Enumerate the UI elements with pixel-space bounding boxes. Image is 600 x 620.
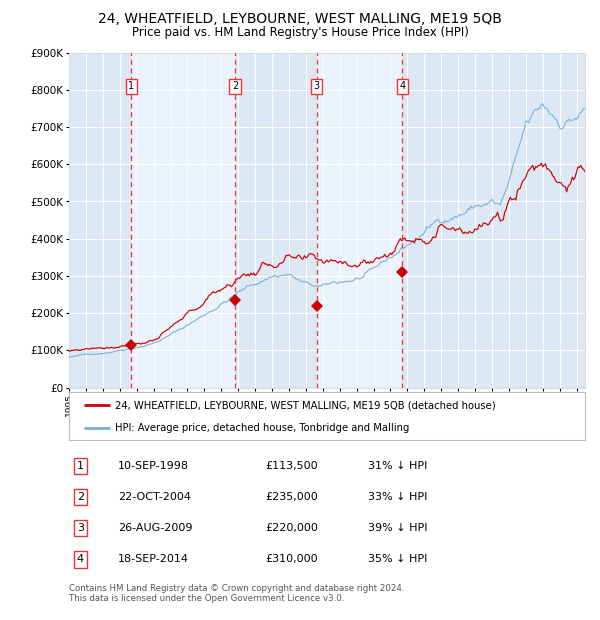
Text: 24, WHEATFIELD, LEYBOURNE, WEST MALLING, ME19 5QB (detached house): 24, WHEATFIELD, LEYBOURNE, WEST MALLING,… [115,401,496,410]
Bar [317,53,403,388]
Text: 2: 2 [77,492,84,502]
Text: 31% ↓ HPI: 31% ↓ HPI [368,461,428,471]
Text: 18-SEP-2014: 18-SEP-2014 [118,554,189,564]
Text: £310,000: £310,000 [265,554,318,564]
Text: HPI: Average price, detached house, Tonbridge and Malling: HPI: Average price, detached house, Tonb… [115,423,410,433]
Text: 3: 3 [77,523,84,533]
Text: 10-SEP-1998: 10-SEP-1998 [118,461,189,471]
Text: 26-AUG-2009: 26-AUG-2009 [118,523,193,533]
Text: 4: 4 [77,554,84,564]
Text: 33% ↓ HPI: 33% ↓ HPI [368,492,428,502]
Text: 3: 3 [314,81,320,91]
Text: 4: 4 [400,81,406,91]
Text: £113,500: £113,500 [265,461,318,471]
Text: 1: 1 [77,461,84,471]
Text: 1: 1 [128,81,134,91]
Text: £220,000: £220,000 [265,523,318,533]
Text: Price paid vs. HM Land Registry's House Price Index (HPI): Price paid vs. HM Land Registry's House … [131,26,469,39]
Text: 2: 2 [232,81,238,91]
Text: 24, WHEATFIELD, LEYBOURNE, WEST MALLING, ME19 5QB: 24, WHEATFIELD, LEYBOURNE, WEST MALLING,… [98,12,502,27]
Text: Contains HM Land Registry data © Crown copyright and database right 2024.
This d: Contains HM Land Registry data © Crown c… [69,584,404,603]
Text: 22-OCT-2004: 22-OCT-2004 [118,492,191,502]
Text: 35% ↓ HPI: 35% ↓ HPI [368,554,428,564]
Text: £235,000: £235,000 [265,492,318,502]
Text: 39% ↓ HPI: 39% ↓ HPI [368,523,428,533]
Bar [131,53,235,388]
